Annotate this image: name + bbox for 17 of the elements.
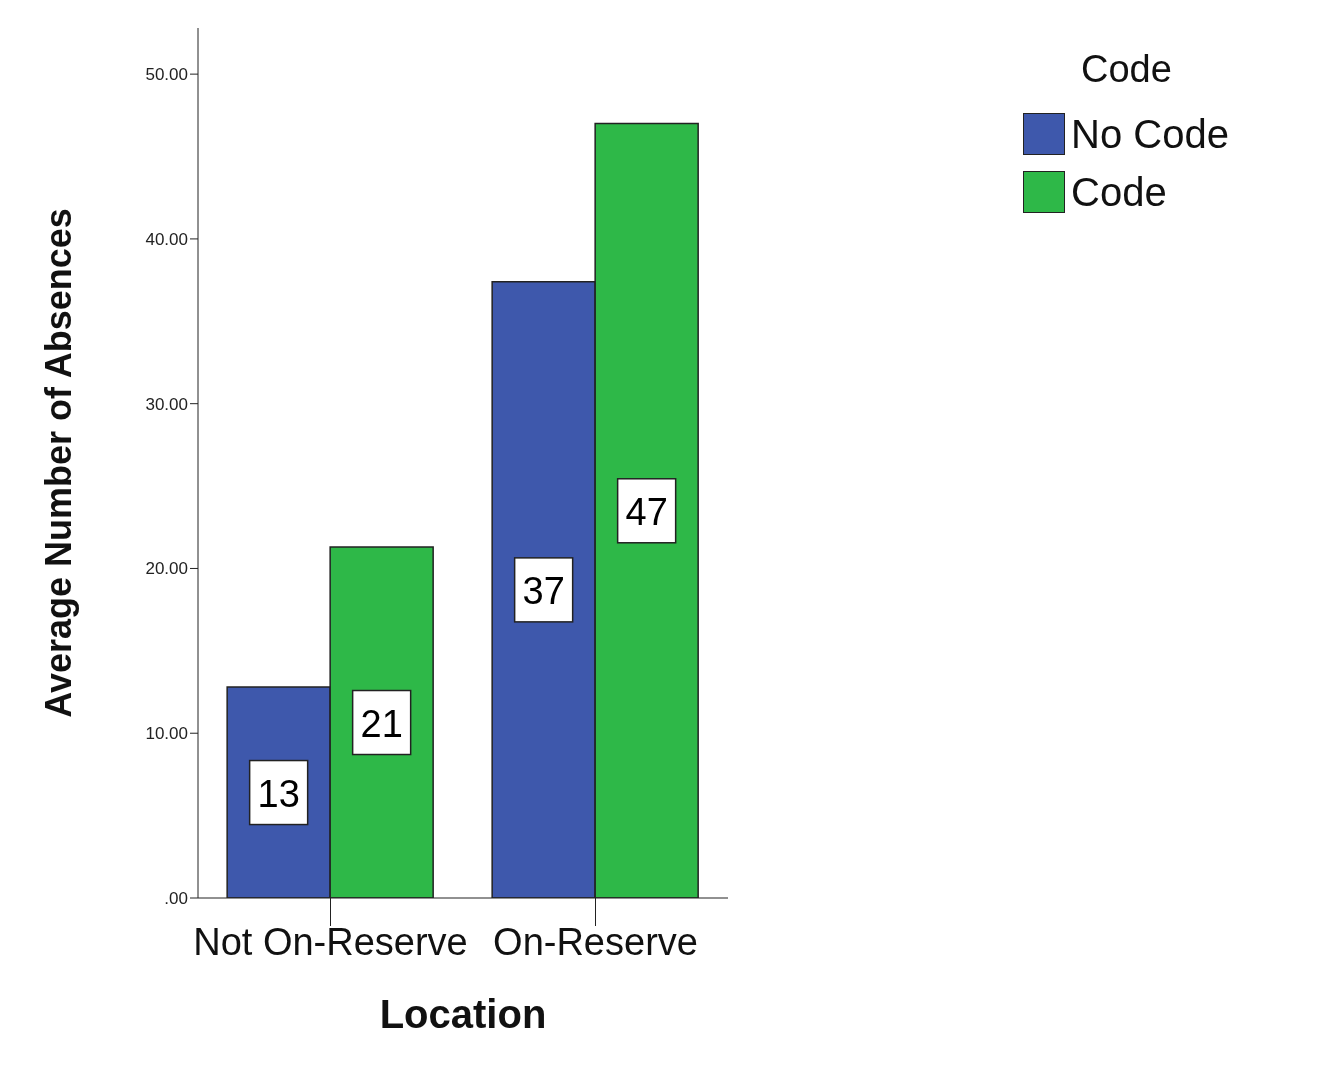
legend-label: No Code bbox=[1071, 111, 1229, 157]
y-axis-title: Average Number of Absences bbox=[37, 208, 79, 718]
data-label: 13 bbox=[257, 772, 300, 815]
x-tick-label: Not On-Reserve bbox=[193, 920, 468, 963]
y-tick-label: 50.00 bbox=[145, 65, 188, 85]
y-tick-label: 10.00 bbox=[145, 724, 188, 744]
x-axis-title: Location bbox=[379, 992, 547, 1036]
y-tick-label: 30.00 bbox=[145, 394, 188, 414]
legend-title: Code bbox=[1081, 48, 1173, 91]
y-tick-label: 20.00 bbox=[145, 559, 188, 579]
x-tick-label: On-Reserve bbox=[493, 920, 698, 963]
data-label: 37 bbox=[522, 569, 565, 612]
y-tick-label: 40.00 bbox=[145, 229, 188, 249]
data-label: 21 bbox=[360, 702, 403, 745]
legend-label: Code bbox=[1071, 169, 1167, 215]
y-tick-label: .00 bbox=[164, 889, 188, 909]
data-label: 47 bbox=[625, 490, 668, 533]
